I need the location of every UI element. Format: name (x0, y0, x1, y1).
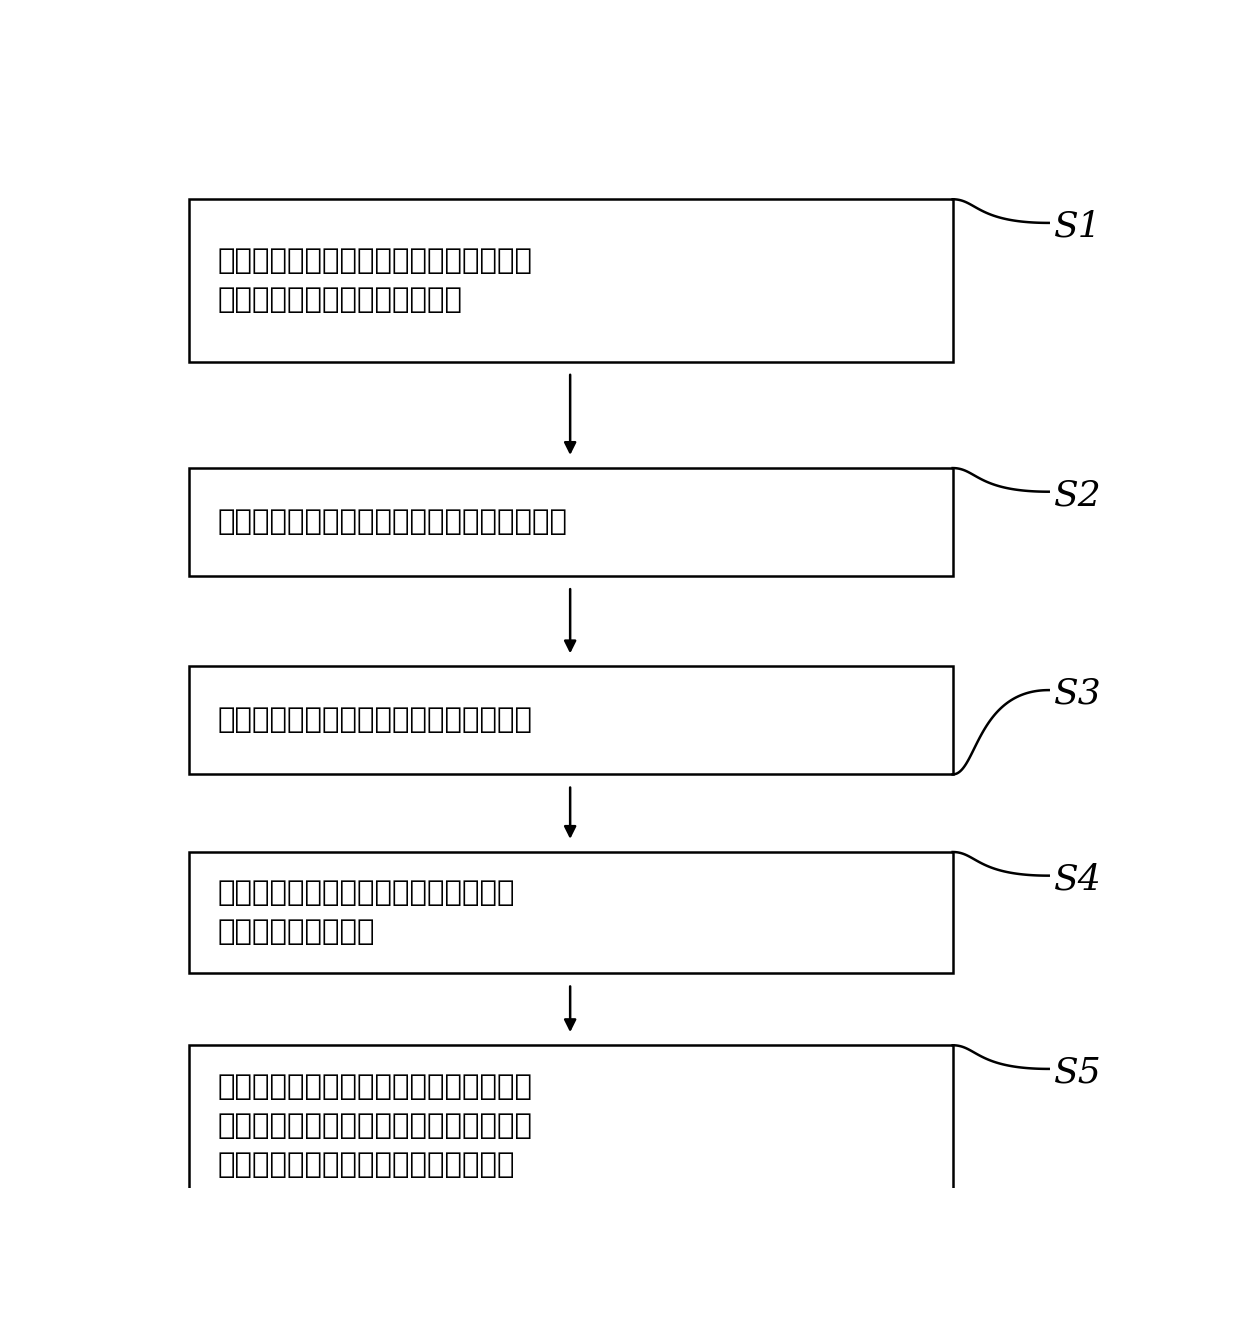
Text: S2: S2 (1054, 478, 1101, 513)
Bar (188, 852, 952, 973)
Text: 在基材的正面的线路图案中定义数个规则
排列的为对称结构的焊盘区域，: 在基材的正面的线路图案中定义数个规则 排列的为对称结构的焊盘区域， (217, 247, 532, 314)
Text: 根据定位结构的中心与所述焊盘区域的四
个点的位置关系，确定焊盘区域在所述油
墨层的位置并蚀刻油墨层上的焊盘区域: 根据定位结构的中心与所述焊盘区域的四 个点的位置关系，确定焊盘区域在所述油 墨层… (217, 1073, 532, 1180)
Text: 在形成有线路图案的正面上形成油墨层；: 在形成有线路图案的正面上形成油墨层； (217, 706, 532, 734)
Bar (188, 1045, 952, 1208)
Bar (188, 469, 952, 575)
Text: S4: S4 (1054, 862, 1101, 896)
Text: 根据预设的所述定位结构的位置在油墨
层上形成定位结构；: 根据预设的所述定位结构的位置在油墨 层上形成定位结构； (217, 880, 515, 947)
Text: 在至少部分焊盘区域之间的设定预设定位结构: 在至少部分焊盘区域之间的设定预设定位结构 (217, 509, 568, 537)
Bar (188, 666, 952, 774)
Text: S3: S3 (1054, 677, 1101, 710)
Text: S5: S5 (1054, 1056, 1101, 1089)
Text: S1: S1 (1054, 210, 1101, 243)
Bar (188, 199, 952, 362)
